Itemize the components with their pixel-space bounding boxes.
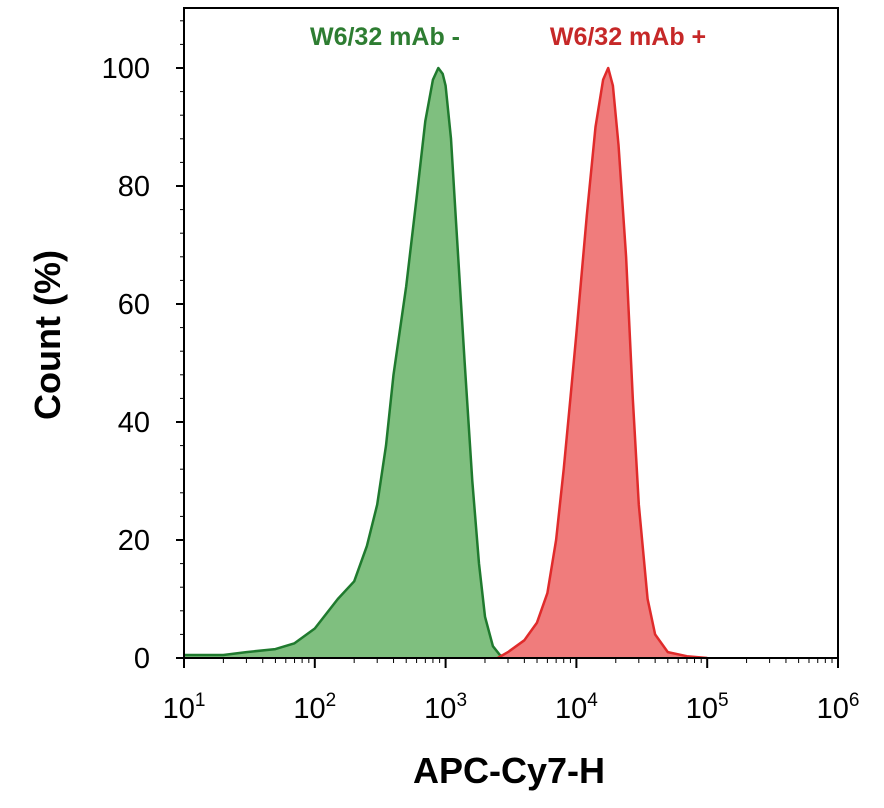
series-line-0 [184, 66, 509, 660]
y-tick-label-1: 20 [118, 525, 150, 557]
y-tick-label-4: 80 [118, 171, 150, 203]
axes-layer [183, 7, 839, 659]
x-tick-label-1: 102 [293, 690, 336, 725]
y-tick-label-3: 60 [118, 289, 150, 321]
series-area-0 [184, 68, 508, 658]
x-tick-label-0: 101 [163, 690, 206, 725]
y-tick-label-2: 40 [118, 407, 150, 439]
ticks-layer: 0 20 40 60 80 100 101 102 103 104 105 106 [102, 20, 860, 725]
y-tick-label-5: 100 [102, 53, 150, 85]
plot-frame [183, 7, 839, 659]
series-area-1 [497, 68, 708, 658]
legend-label-negative: W6/32 mAb - [310, 23, 460, 51]
x-tick-label-2: 103 [424, 690, 467, 725]
x-tick-label-3: 104 [555, 690, 598, 725]
legend-label-positive: W6/32 mAb + [550, 23, 706, 51]
x-axis-label: APC-Cy7-H [413, 750, 605, 791]
x-tick-label-4: 105 [686, 690, 729, 725]
x-tick-label-5: 106 [817, 690, 860, 725]
series-layer [184, 66, 708, 660]
y-axis-label: Count (%) [27, 250, 68, 420]
series-line-1 [497, 66, 708, 660]
y-tick-label-0: 0 [134, 643, 150, 675]
